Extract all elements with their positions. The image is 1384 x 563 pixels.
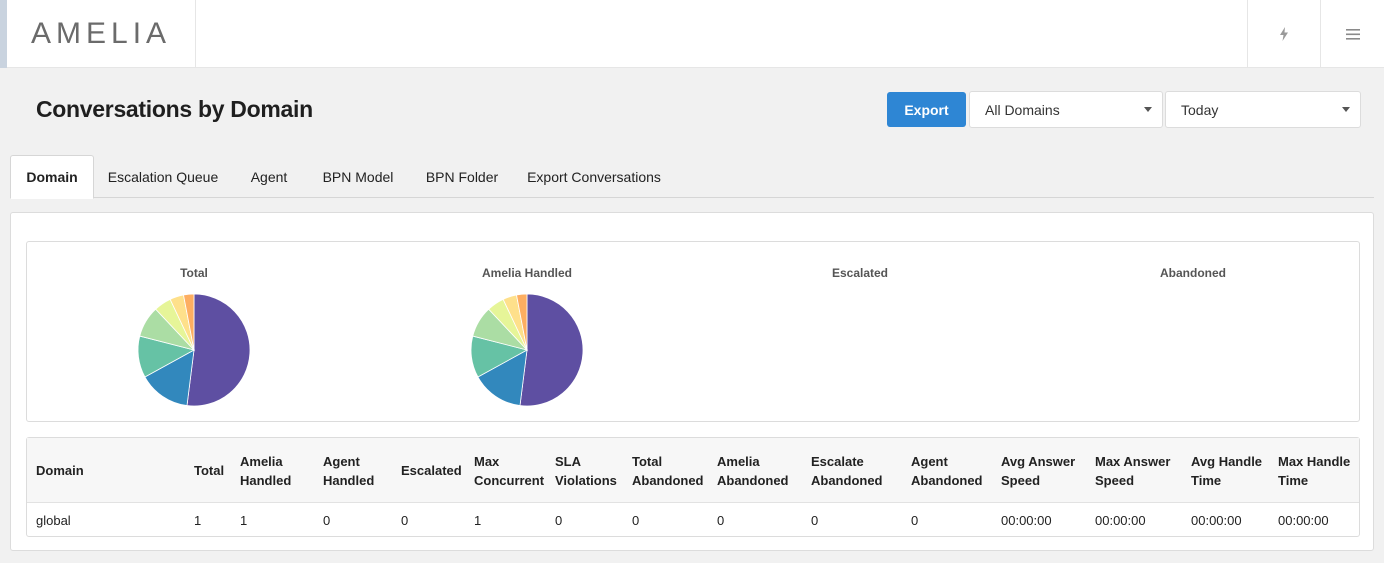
pie-slice[interactable] bbox=[516, 293, 528, 351]
chevron-down-icon bbox=[1342, 107, 1350, 112]
pie-slice[interactable] bbox=[144, 349, 195, 407]
col-header-agent-handled[interactable]: Agent Handled bbox=[323, 453, 375, 488]
chart-title-total: Total bbox=[180, 266, 208, 280]
col-header-total-abandoned[interactable]: Total Abandoned bbox=[632, 453, 704, 488]
content-panel: Total Amelia Handled Escalated Abandoned… bbox=[10, 212, 1374, 551]
chart-title-amelia-handled: Amelia Handled bbox=[481, 266, 573, 280]
cell-total: 1 bbox=[194, 512, 202, 528]
pie-chart-amelia-handled bbox=[470, 293, 584, 407]
col-header-max-handle-time[interactable]: Max Handle Time bbox=[1278, 453, 1351, 488]
top-bar: AMELIA bbox=[0, 0, 1384, 68]
pie-slice[interactable] bbox=[519, 293, 584, 407]
cell-agent-handled: 0 bbox=[323, 512, 331, 528]
cell-amelia-handled: 1 bbox=[240, 512, 248, 528]
cell-max-handle-time: 00:00:00 bbox=[1278, 512, 1329, 528]
chart-title-escalated: Escalated bbox=[831, 266, 889, 280]
bolt-icon-glyph bbox=[1280, 27, 1288, 41]
left-accent-strip bbox=[0, 0, 7, 68]
pie-slice[interactable] bbox=[186, 293, 251, 407]
col-header-avg-handle-time[interactable]: Avg Handle Time bbox=[1191, 453, 1263, 488]
col-header-max-answer-speed[interactable]: Max Answer Speed bbox=[1095, 453, 1171, 488]
col-header-total[interactable]: Total bbox=[194, 463, 225, 478]
col-header-escalate-abandoned[interactable]: Escalate Abandoned bbox=[811, 453, 883, 488]
col-header-amelia-handled[interactable]: Amelia Handled bbox=[240, 453, 292, 488]
tab-escalation-queue[interactable]: Escalation Queue bbox=[107, 168, 219, 185]
hamburger-icon-glyph bbox=[1345, 28, 1360, 40]
cell-amelia-abandoned: 0 bbox=[717, 512, 725, 528]
page-title: Conversations by Domain bbox=[36, 96, 313, 122]
cell-total-abandoned: 0 bbox=[632, 512, 640, 528]
tab-export-conversations[interactable]: Export Conversations bbox=[527, 168, 661, 185]
pie-slice[interactable] bbox=[477, 349, 528, 407]
pie-chart-total bbox=[137, 293, 251, 407]
domain-table: Domain Total Amelia Handled Agent Handle… bbox=[26, 437, 1360, 537]
col-header-domain[interactable]: Domain bbox=[36, 463, 84, 478]
bolt-icon[interactable] bbox=[1247, 0, 1320, 68]
col-header-avg-answer-speed[interactable]: Avg Answer Speed bbox=[1001, 453, 1076, 488]
tab-bpn-model[interactable]: BPN Model bbox=[322, 168, 394, 185]
domain-select[interactable]: All Domains bbox=[969, 91, 1163, 128]
tab-agent[interactable]: Agent bbox=[250, 168, 288, 185]
col-header-amelia-abandoned[interactable]: Amelia Abandoned bbox=[717, 453, 789, 488]
col-header-max-concurrent[interactable]: Max Concurrent bbox=[474, 453, 545, 488]
export-button[interactable]: Export bbox=[887, 92, 966, 127]
logo-text: AMELIA bbox=[31, 17, 172, 50]
col-header-sla-violations[interactable]: SLA Violations bbox=[555, 453, 617, 488]
table-header: Domain Total Amelia Handled Agent Handle… bbox=[27, 438, 1359, 503]
tab-bar: Domain Escalation Queue Agent BPN Model … bbox=[10, 155, 1374, 199]
cell-escalated: 0 bbox=[401, 512, 409, 528]
tab-bpn-folder[interactable]: BPN Folder bbox=[425, 168, 499, 185]
cell-avg-answer-speed: 00:00:00 bbox=[1001, 512, 1052, 528]
date-range-select-value: Today bbox=[1181, 101, 1219, 118]
tab-domain[interactable]: Domain bbox=[10, 155, 94, 199]
cell-max-concurrent: 1 bbox=[474, 512, 482, 528]
chart-title-abandoned: Abandoned bbox=[1160, 266, 1226, 280]
logo[interactable]: AMELIA bbox=[7, 0, 196, 68]
cell-sla-violations: 0 bbox=[555, 512, 563, 528]
hamburger-menu-icon[interactable] bbox=[1320, 0, 1384, 68]
pie-slice[interactable] bbox=[183, 293, 195, 351]
chevron-down-icon bbox=[1144, 107, 1152, 112]
cell-agent-abandoned: 0 bbox=[911, 512, 919, 528]
cell-avg-handle-time: 00:00:00 bbox=[1191, 512, 1242, 528]
date-range-select[interactable]: Today bbox=[1165, 91, 1361, 128]
cell-max-answer-speed: 00:00:00 bbox=[1095, 512, 1146, 528]
col-header-escalated[interactable]: Escalated bbox=[401, 463, 462, 478]
col-header-agent-abandoned[interactable]: Agent Abandoned bbox=[911, 453, 983, 488]
cell-escalate-abandoned: 0 bbox=[811, 512, 819, 528]
cell-domain: global bbox=[36, 512, 71, 528]
charts-card: Total Amelia Handled Escalated Abandoned bbox=[26, 241, 1360, 422]
domain-select-value: All Domains bbox=[985, 101, 1060, 118]
